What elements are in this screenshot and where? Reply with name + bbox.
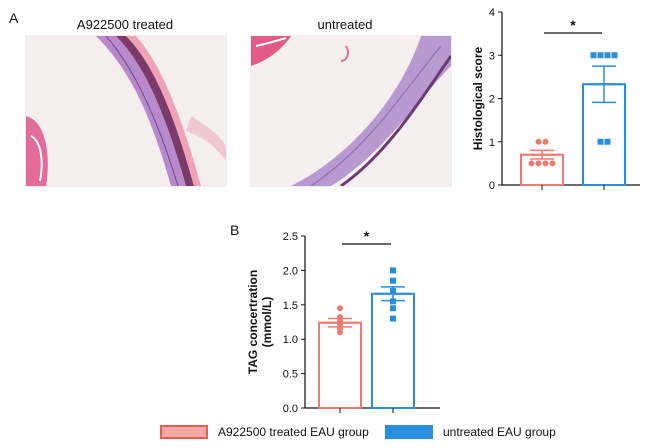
y-tick-label: 0.0	[283, 403, 298, 415]
data-point	[590, 52, 597, 59]
data-point	[337, 305, 343, 312]
y-axis-label: TAG concertration	[246, 270, 260, 374]
tag-concentration-chart: 0.0 0.5 1.0 1.5 2.0 2.5 TAG concertration (mmol…	[246, 228, 440, 415]
legend-swatch-treated	[160, 425, 208, 439]
y-tick-label: 1.5	[283, 300, 298, 312]
image-title-untreated: untreated	[317, 17, 373, 32]
y-tick-label: 2.5	[283, 231, 298, 243]
data-point	[542, 160, 549, 167]
y-tick-label: 1	[489, 137, 495, 149]
data-point	[604, 138, 611, 145]
y-axis-label-unit: (mmol/L)	[260, 297, 274, 348]
significance-star: *	[364, 228, 370, 244]
y-tick-label: 2.0	[283, 265, 298, 277]
data-point	[535, 160, 542, 167]
y-tick-label: 0	[489, 180, 495, 192]
y-tick-label: 1.0	[283, 334, 298, 346]
y-axis-label: Histological score	[471, 46, 485, 150]
data-point	[390, 305, 396, 312]
legend-label-treated: A922500 treated EAU group	[218, 425, 369, 439]
data-point	[535, 138, 542, 145]
histological-score-chart: 0 1 2 3 4 Histological score *	[471, 7, 640, 192]
micrograph-untreated-drawing	[251, 36, 451, 186]
data-point	[337, 329, 343, 336]
panel-b-label: B	[230, 222, 240, 238]
data-point	[390, 288, 396, 295]
y-tick-label: 0.5	[283, 369, 298, 381]
data-point	[390, 277, 396, 284]
data-point	[597, 138, 604, 145]
y-tick-label: 4	[489, 7, 495, 19]
y-tick-label: 3	[489, 50, 495, 62]
data-point	[604, 52, 611, 59]
data-point	[390, 298, 396, 305]
bar	[520, 153, 564, 187]
data-point	[390, 315, 396, 322]
significance-star: *	[570, 17, 576, 33]
legend-label-untreated: untreated EAU group	[443, 425, 556, 439]
data-point	[542, 138, 549, 145]
image-title-treated: A922500 treated	[76, 17, 174, 32]
legend-item-untreated: untreated EAU group	[385, 425, 556, 439]
data-point	[597, 52, 604, 59]
bar	[318, 321, 362, 409]
y-tick-label: 2	[489, 94, 495, 106]
micrograph-treated	[25, 35, 227, 187]
data-point	[390, 267, 396, 274]
data-point	[549, 160, 556, 167]
data-point	[528, 160, 535, 167]
micrograph-treated-drawing	[26, 36, 226, 186]
micrograph-untreated	[250, 35, 452, 187]
bar	[371, 292, 415, 409]
legend-swatch-untreated	[385, 425, 433, 439]
data-point	[337, 321, 343, 328]
data-point	[611, 52, 618, 59]
legend-item-treated: A922500 treated EAU group	[160, 425, 369, 439]
panel-a-label: A	[9, 10, 19, 26]
